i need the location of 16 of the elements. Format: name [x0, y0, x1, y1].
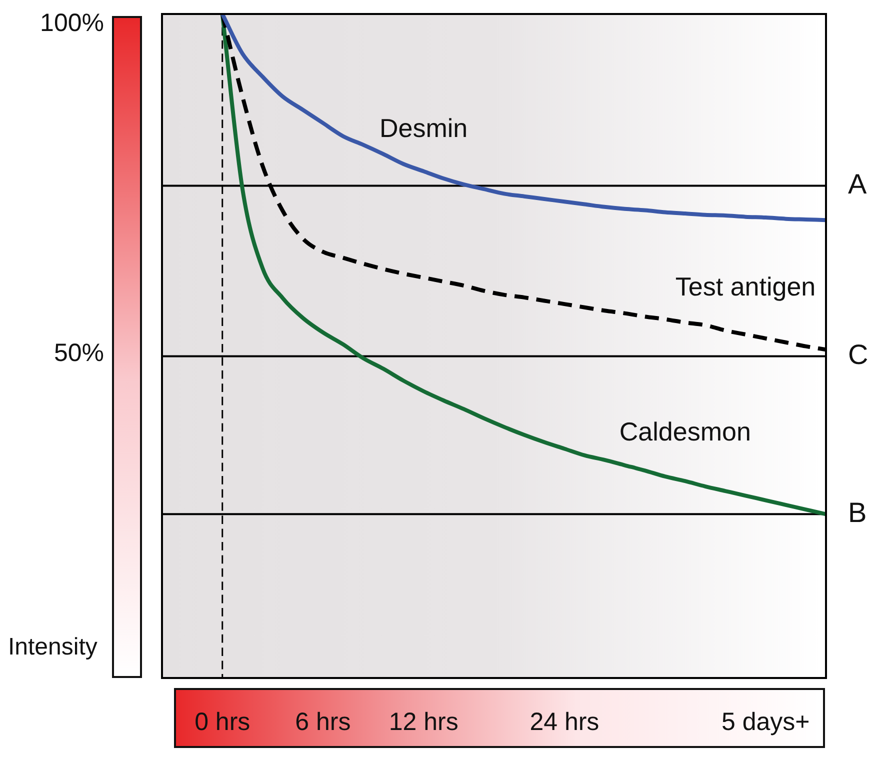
line-series — [220, 14, 828, 516]
x-tick-label: 24 hrs — [530, 708, 600, 736]
y-axis-title: Intensity — [8, 634, 98, 661]
x-tick-label: 0 hrs — [194, 708, 250, 736]
x-tick-label: 5 days+ — [722, 708, 810, 736]
series-label: Test antigen — [675, 271, 816, 302]
series-label: Caldesmon — [619, 416, 751, 447]
line-series — [220, 14, 828, 222]
x-tick-label: 12 hrs — [388, 708, 458, 736]
y-tick-label: 50% — [54, 339, 104, 368]
series-label: Desmin — [380, 112, 468, 143]
x-tick-label: 6 hrs — [295, 708, 351, 736]
y-tick-label: 100% — [40, 8, 104, 37]
ref-line-label: C — [848, 338, 868, 370]
ref-line-label: B — [848, 496, 867, 528]
ref-line-label: A — [848, 168, 867, 200]
